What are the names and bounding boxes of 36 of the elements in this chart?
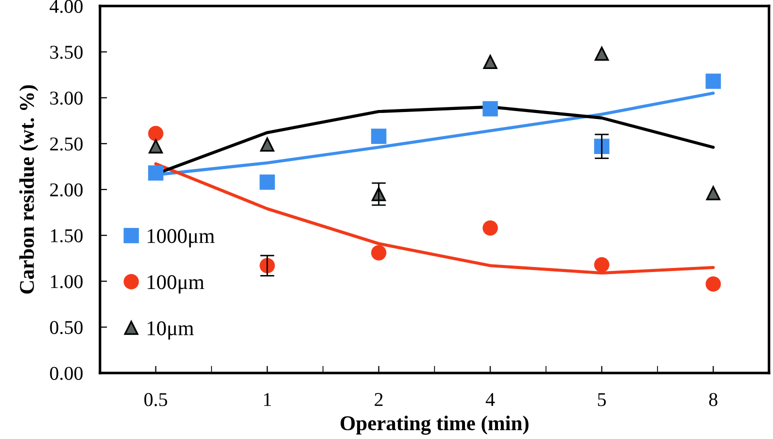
x-tick-label: 4	[486, 393, 495, 406]
point	[706, 186, 720, 200]
point	[260, 137, 274, 152]
point	[371, 128, 386, 144]
point	[706, 276, 721, 292]
x-axis-title: Operating time (min)	[340, 416, 528, 435]
legend-label: 1000μm	[148, 229, 215, 248]
x-tick-label: 8	[709, 393, 718, 406]
y-tick-label: 2.50	[50, 137, 83, 151]
point	[371, 245, 386, 260]
y-tick-label: 0.00	[50, 366, 83, 380]
point	[482, 220, 498, 236]
x-tick-label: 5	[598, 393, 606, 406]
y-tick-label: 2.00	[50, 183, 83, 197]
point	[594, 257, 610, 272]
legend-label: 10μm	[148, 321, 194, 340]
point	[483, 54, 498, 70]
y-tick-label: 1.50	[51, 229, 83, 242]
point	[148, 139, 163, 154]
y-tick-label: 0.50	[50, 320, 83, 334]
point	[148, 126, 164, 142]
y-tick-label: 1.00	[51, 275, 83, 288]
y-tick-label: 3.50	[50, 46, 83, 59]
y-axis-title: Carbon residue (wt. %)	[19, 85, 38, 294]
y-tick-label: 3.00	[50, 92, 83, 105]
x-tick-label: 2	[374, 393, 383, 406]
point	[260, 174, 275, 190]
legend-label: 100μm	[148, 275, 204, 294]
point	[706, 74, 721, 89]
y-tick-label: 4.00	[50, 0, 83, 14]
point	[594, 138, 610, 154]
x-tick-label: 0.5	[144, 393, 168, 406]
x-tick-label: 1	[264, 393, 271, 406]
point	[482, 101, 498, 116]
point	[594, 46, 609, 61]
point	[148, 165, 164, 181]
